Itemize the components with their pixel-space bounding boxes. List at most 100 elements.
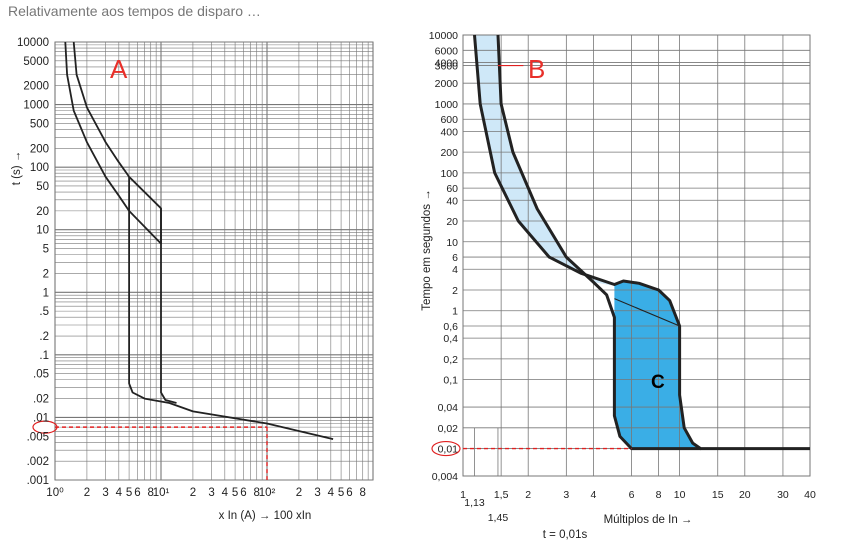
chart-a-x-tick: 5 xyxy=(232,487,238,499)
chart-b-reference xyxy=(431,64,632,457)
chart-a-y-tick: .1 xyxy=(39,350,49,362)
chart-a-y-tick: 2000 xyxy=(23,81,49,93)
chart-b-x-axis-label: Múltiplos de In → xyxy=(604,514,693,526)
chart-b-y-tick: 2 xyxy=(452,285,458,297)
chart-b-footnote: t = 0,01s xyxy=(543,529,588,541)
chart-a-y-tick: 10000 xyxy=(17,37,49,49)
chart-a-y-tick: .002 xyxy=(27,456,49,468)
chart-b-x-tick: 1 xyxy=(460,489,466,501)
chart-b-grid xyxy=(462,34,811,477)
chart-b-y-tick: 1000 xyxy=(435,99,459,111)
chart-a-y-tick: 100 xyxy=(30,162,49,174)
chart-a-x-tick: 8 xyxy=(148,487,154,499)
chart-a-lower-curve xyxy=(64,41,334,440)
chart-b-x-tick: 4 xyxy=(590,489,596,501)
chart-b-x-tick: 30 xyxy=(777,489,789,501)
chart-a-y-tick: 5 xyxy=(43,244,49,256)
chart-a-x-tick: 10² xyxy=(259,487,276,499)
chart-a-y-tick: .05 xyxy=(33,369,49,381)
chart-a-y-tick: .5 xyxy=(39,306,49,318)
chart-b-x-tick: 2 xyxy=(525,489,531,501)
chart-b-outer-curve xyxy=(496,34,701,451)
chart-b-curves xyxy=(473,34,810,451)
chart-b-x-tick: 8 xyxy=(656,489,662,501)
chart-a-y-axis-label: t (s) → xyxy=(11,151,23,186)
chart-b-x-tick: 3 xyxy=(563,489,569,501)
chart-b-y-tick: 0,4 xyxy=(443,333,458,345)
chart-a-y-tick: .02 xyxy=(33,394,49,406)
chart-a-x-tick: 8 xyxy=(360,487,366,499)
chart-a-x-tick: 5 xyxy=(338,487,344,499)
chart-a-y-tick: .2 xyxy=(39,331,49,343)
chart-a-x-tick: 3 xyxy=(208,487,214,499)
chart-a-upper-curve xyxy=(72,41,177,404)
chart-b-diagonal xyxy=(614,298,680,327)
chart-b-y-tick: 4 xyxy=(452,264,458,276)
chart-b-y-tick: 10000 xyxy=(429,30,458,42)
chart-b-y-tick: 20 xyxy=(446,216,458,228)
chart-a-x-tick: 2 xyxy=(296,487,302,499)
chart-b-x-tick-low: 1,13 xyxy=(464,497,485,509)
chart-b-y-tick: 1 xyxy=(452,306,458,318)
chart-b-marker-label: B xyxy=(528,54,545,84)
chart-a-y-tick: 1000 xyxy=(23,100,49,112)
chart-a-y-tick: 5000 xyxy=(23,56,49,68)
chart-a-inner-link xyxy=(128,176,162,245)
chart-a-x-axis-label: x In (A) → 100 xIn xyxy=(219,510,312,522)
chart-a-y-tick: 500 xyxy=(30,118,49,130)
chart-b-y-tick: 3600 xyxy=(435,61,459,73)
chart-b-x-tick: 6 xyxy=(629,489,635,501)
chart-a-x-tick: 6 xyxy=(346,487,352,499)
chart-b-x-tick: 15 xyxy=(712,489,724,501)
chart-b-y-tick: 10 xyxy=(446,237,458,249)
chart-a-y-tick: 50 xyxy=(36,181,49,193)
chart-b-ticks: 1000060004000360020001000600400200100604… xyxy=(429,30,816,524)
chart-b-y-tick: 0,01 xyxy=(438,444,459,456)
chart-b-zone-label: C xyxy=(651,372,665,393)
chart-a-y-tick: 10 xyxy=(36,225,49,237)
chart-a-y-tick: .01 xyxy=(33,412,49,424)
chart-a-curves xyxy=(64,41,334,440)
chart-a-x-tick: 2 xyxy=(84,487,90,499)
chart-a-marker-label: A xyxy=(110,54,128,84)
chart-b-y-tick: 6000 xyxy=(435,45,459,57)
chart-b-y-tick: 0,1 xyxy=(443,375,458,387)
chart-a-ref-circle xyxy=(32,420,58,434)
chart-b-band-fill xyxy=(474,35,640,286)
chart-b-y-axis-label: Tempo em segundos → xyxy=(421,189,433,310)
chart-a-grid xyxy=(54,41,374,481)
chart-b-x-tick: 20 xyxy=(739,489,751,501)
chart-a-x-tick: 6 xyxy=(134,487,140,499)
chart-a-x-tick: 8 xyxy=(254,487,260,499)
chart-b-y-tick: 100 xyxy=(440,168,458,180)
chart-b-ref-circle xyxy=(431,440,461,457)
chart-a-y-tick: 200 xyxy=(30,143,49,155)
chart-b-y-tick: 2000 xyxy=(435,78,459,90)
chart-b-inner-curve xyxy=(473,34,810,451)
chart-a-ticks: 10000 5000 2000 1000 500 200 100 50 20 10 5 2 1 .5 .2.… xyxy=(17,37,366,499)
chart-b-x-tick: 40 xyxy=(804,489,816,501)
chart-b-y-tick: 4000 xyxy=(435,57,459,69)
chart-a-x-tick: 3 xyxy=(314,487,320,499)
chart-a: 10000 5000 2000 1000 500 200 100 50 20 10 5 2 1 .5 .2.… xyxy=(11,37,374,522)
chart-a-x-tick: 6 xyxy=(240,487,246,499)
chart-b-zone-fill xyxy=(614,281,701,449)
chart-a-y-tick: 2 xyxy=(43,268,49,280)
chart-b-y-tick: 0,004 xyxy=(432,471,458,483)
chart-a-y-tick: .001 xyxy=(27,475,49,487)
chart-a-x-tick: 5 xyxy=(126,487,132,499)
chart-a-y-tick: 1 xyxy=(43,287,49,299)
chart-b-x-tick: 10 xyxy=(674,489,686,501)
chart-b-y-tick: 0,02 xyxy=(438,423,459,435)
chart-a-x-tick: 3 xyxy=(102,487,108,499)
chart-a-y-tick: .005 xyxy=(27,431,49,443)
chart-b-y-tick: 400 xyxy=(440,126,458,138)
chart-b-y-tick: 40 xyxy=(446,195,458,207)
chart-b-y-tick: 200 xyxy=(440,147,458,159)
chart-a-x-tick: 4 xyxy=(116,487,123,499)
chart-b-y-tick: 6 xyxy=(452,252,458,264)
chart-a-x-tick: 4 xyxy=(222,487,229,499)
chart-b-y-tick: 600 xyxy=(440,114,458,126)
chart-a-x-tick: 10⁰ xyxy=(46,487,64,499)
